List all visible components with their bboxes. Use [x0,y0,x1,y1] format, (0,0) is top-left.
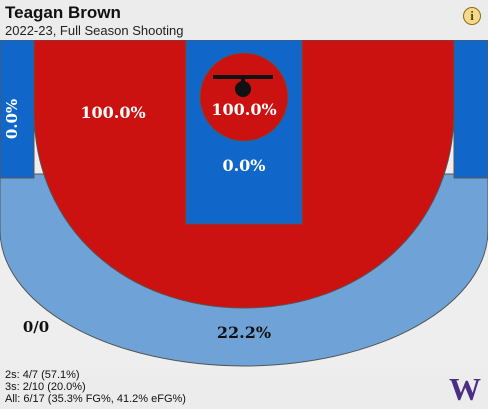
zone-restricted-area[interactable] [199,52,289,142]
zone-corner-three-right[interactable] [453,40,488,179]
chart-header: Teagan Brown 2022-23, Full Season Shooti… [0,0,488,40]
summary-twos: 2s: 4/7 (57.1%) [5,369,80,381]
summary-all: All: 6/17 (35.3% FG%, 41.2% eFG%) [5,393,186,405]
label-paint: 0.0% [222,156,265,175]
court-heatmap: 100.0% 0.0% 100.0% 0.0% 22.2% 0/0 [0,40,488,369]
washington-w-logo: W [449,371,481,407]
label-corner-three-left: 0.0% [3,99,21,139]
basket-icon [213,75,273,97]
summary-threes: 3s: 2/10 (20.0%) [5,381,86,393]
info-icon[interactable]: i [463,7,481,25]
label-above-break-three: 22.2% [217,323,271,342]
shooting-summary: 2s: 4/7 (57.1%) 3s: 2/10 (20.0%) All: 6/… [5,369,186,405]
label-restricted-area: 100.0% [211,100,276,119]
player-name: Teagan Brown [5,3,121,22]
zone-corner-three-left[interactable] [0,40,35,179]
label-backcourt: 0/0 [23,318,49,336]
season-subtitle: 2022-23, Full Season Shooting [5,23,184,38]
label-mid-range: 100.0% [80,103,145,122]
